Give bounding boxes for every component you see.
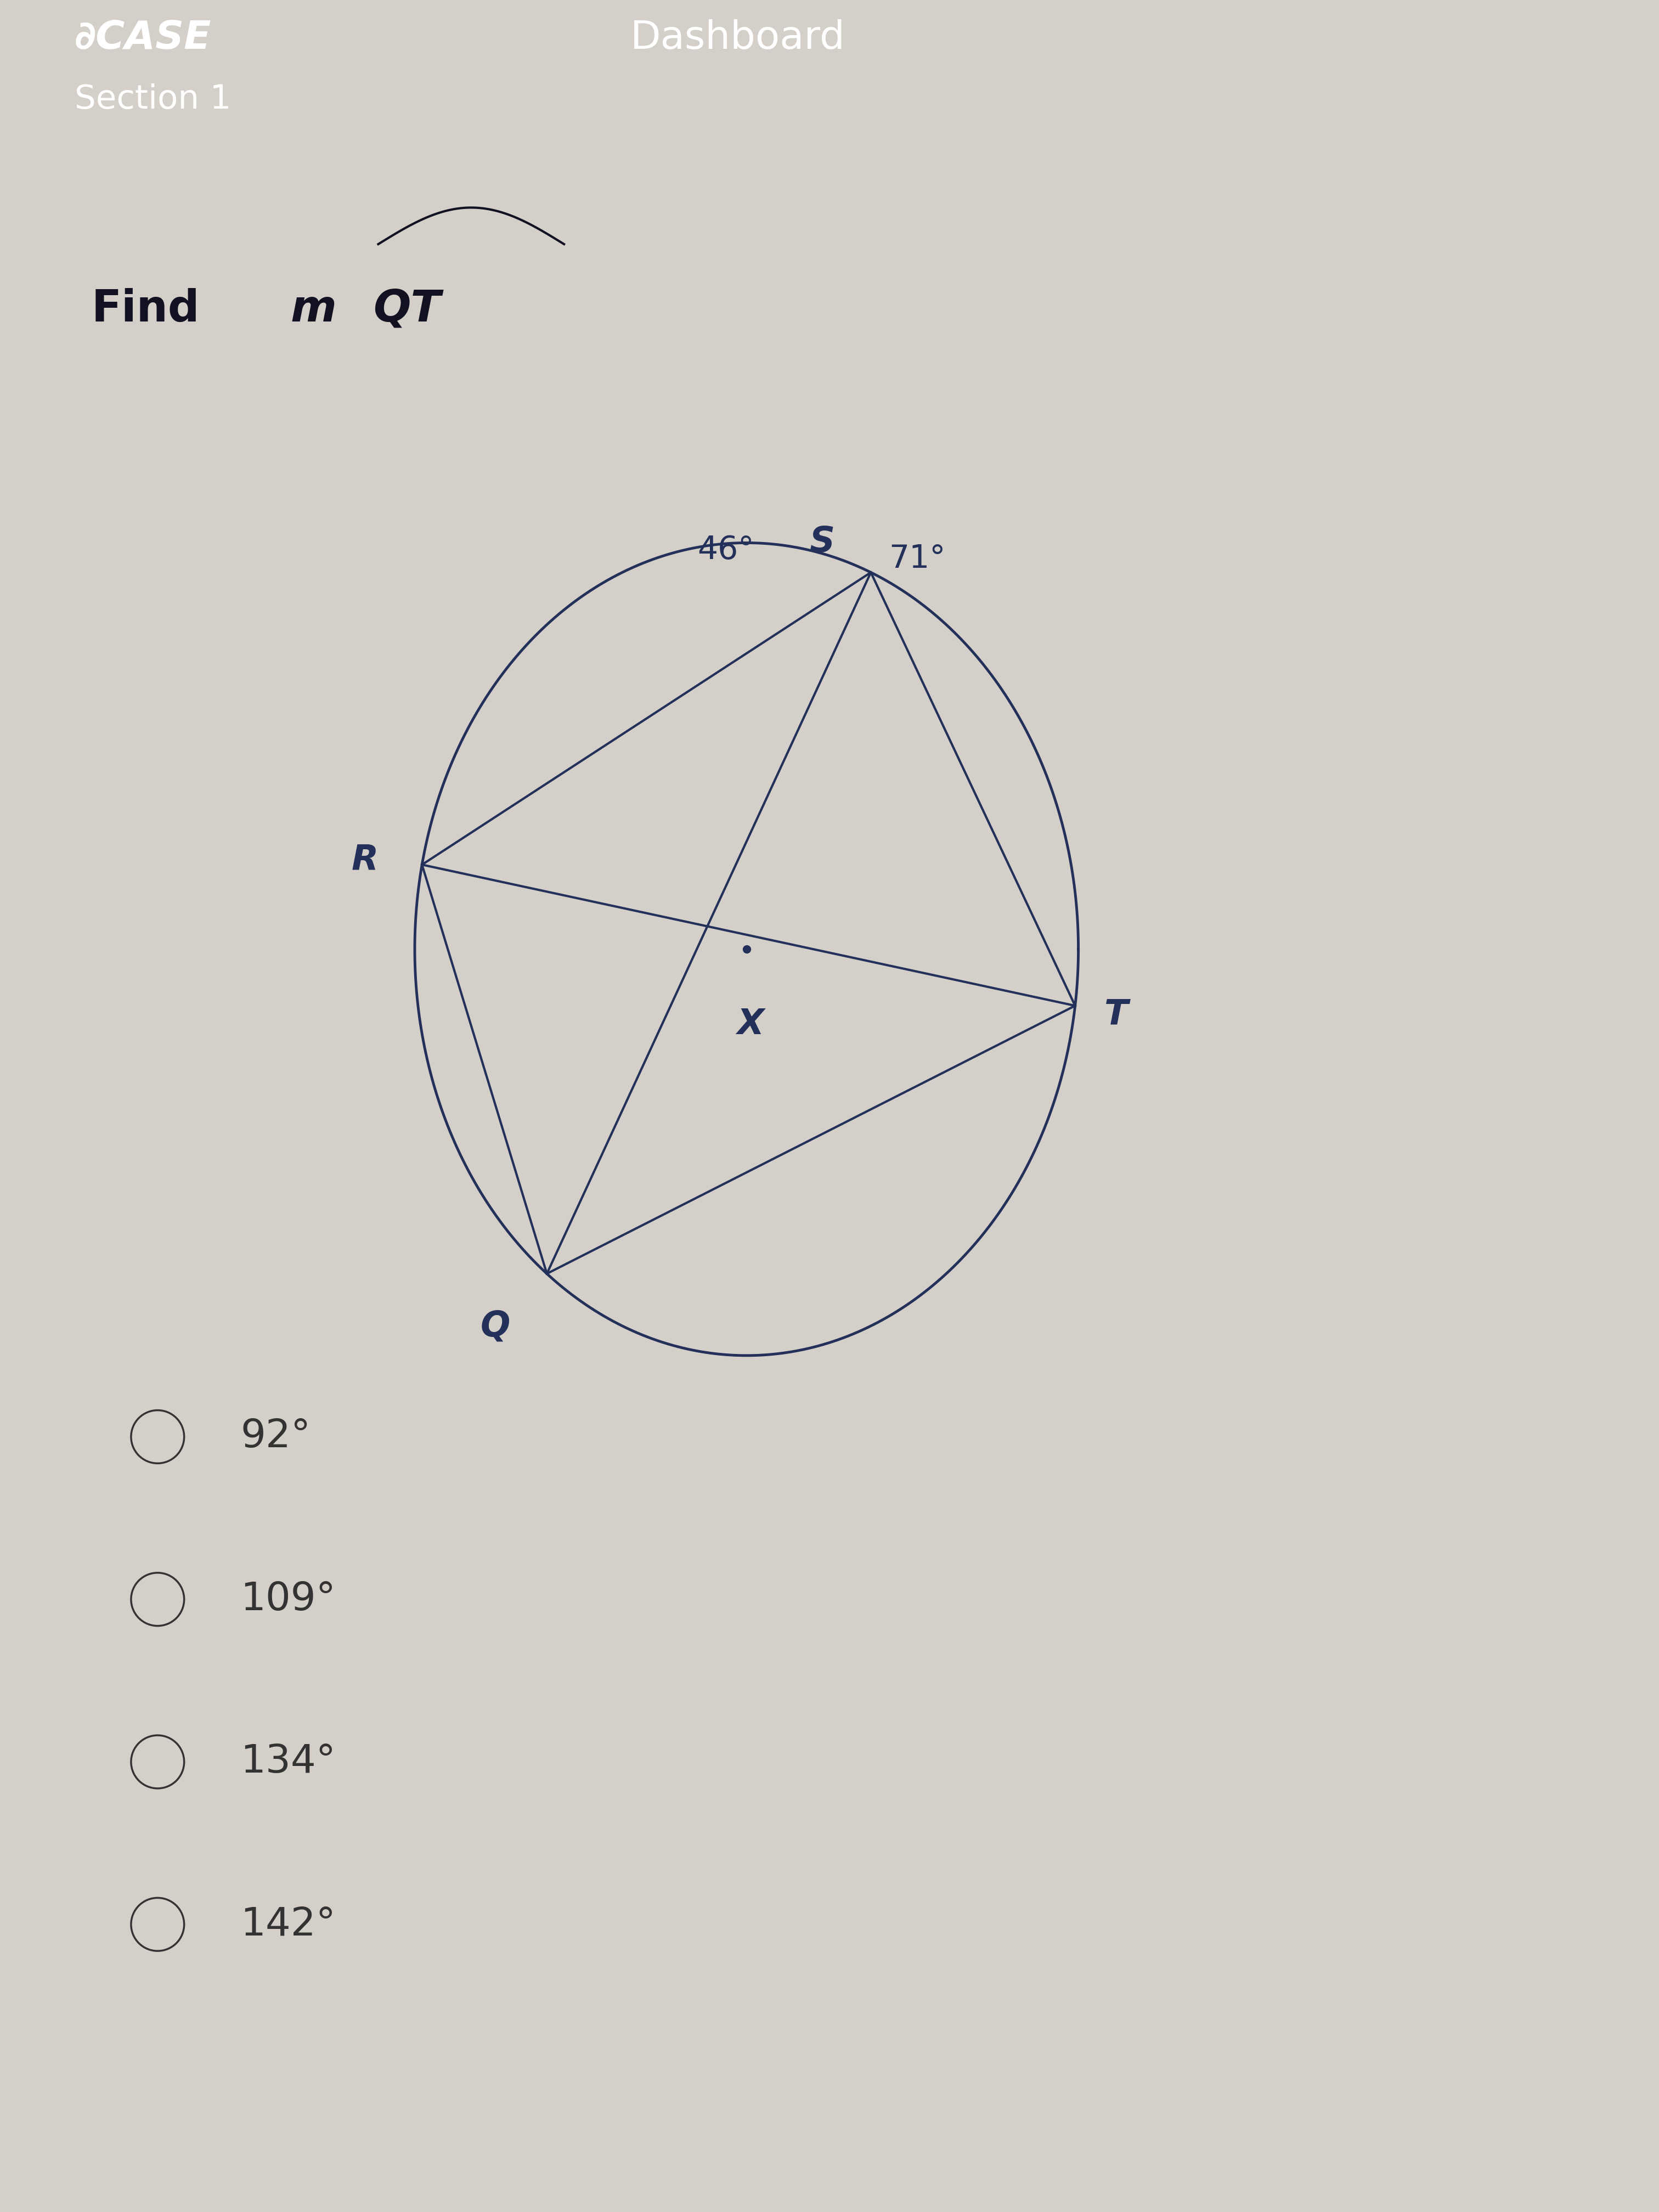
Text: ∂CASE: ∂CASE (75, 20, 212, 58)
Text: X: X (737, 1006, 763, 1042)
Text: Dashboard: Dashboard (630, 20, 846, 58)
Text: 109°: 109° (241, 1579, 335, 1619)
Text: R: R (352, 843, 378, 878)
Text: 92°: 92° (241, 1418, 310, 1455)
Text: S: S (810, 524, 834, 560)
Text: m: m (290, 288, 337, 330)
Text: Q: Q (481, 1310, 511, 1343)
Text: QT: QT (373, 288, 441, 330)
Text: 71°: 71° (889, 544, 946, 575)
Text: 134°: 134° (241, 1743, 335, 1781)
Text: Find: Find (91, 288, 199, 330)
Text: T: T (1105, 998, 1128, 1031)
Text: Section 1: Section 1 (75, 84, 231, 115)
Text: 46°: 46° (697, 535, 755, 566)
Text: 142°: 142° (241, 1905, 335, 1944)
